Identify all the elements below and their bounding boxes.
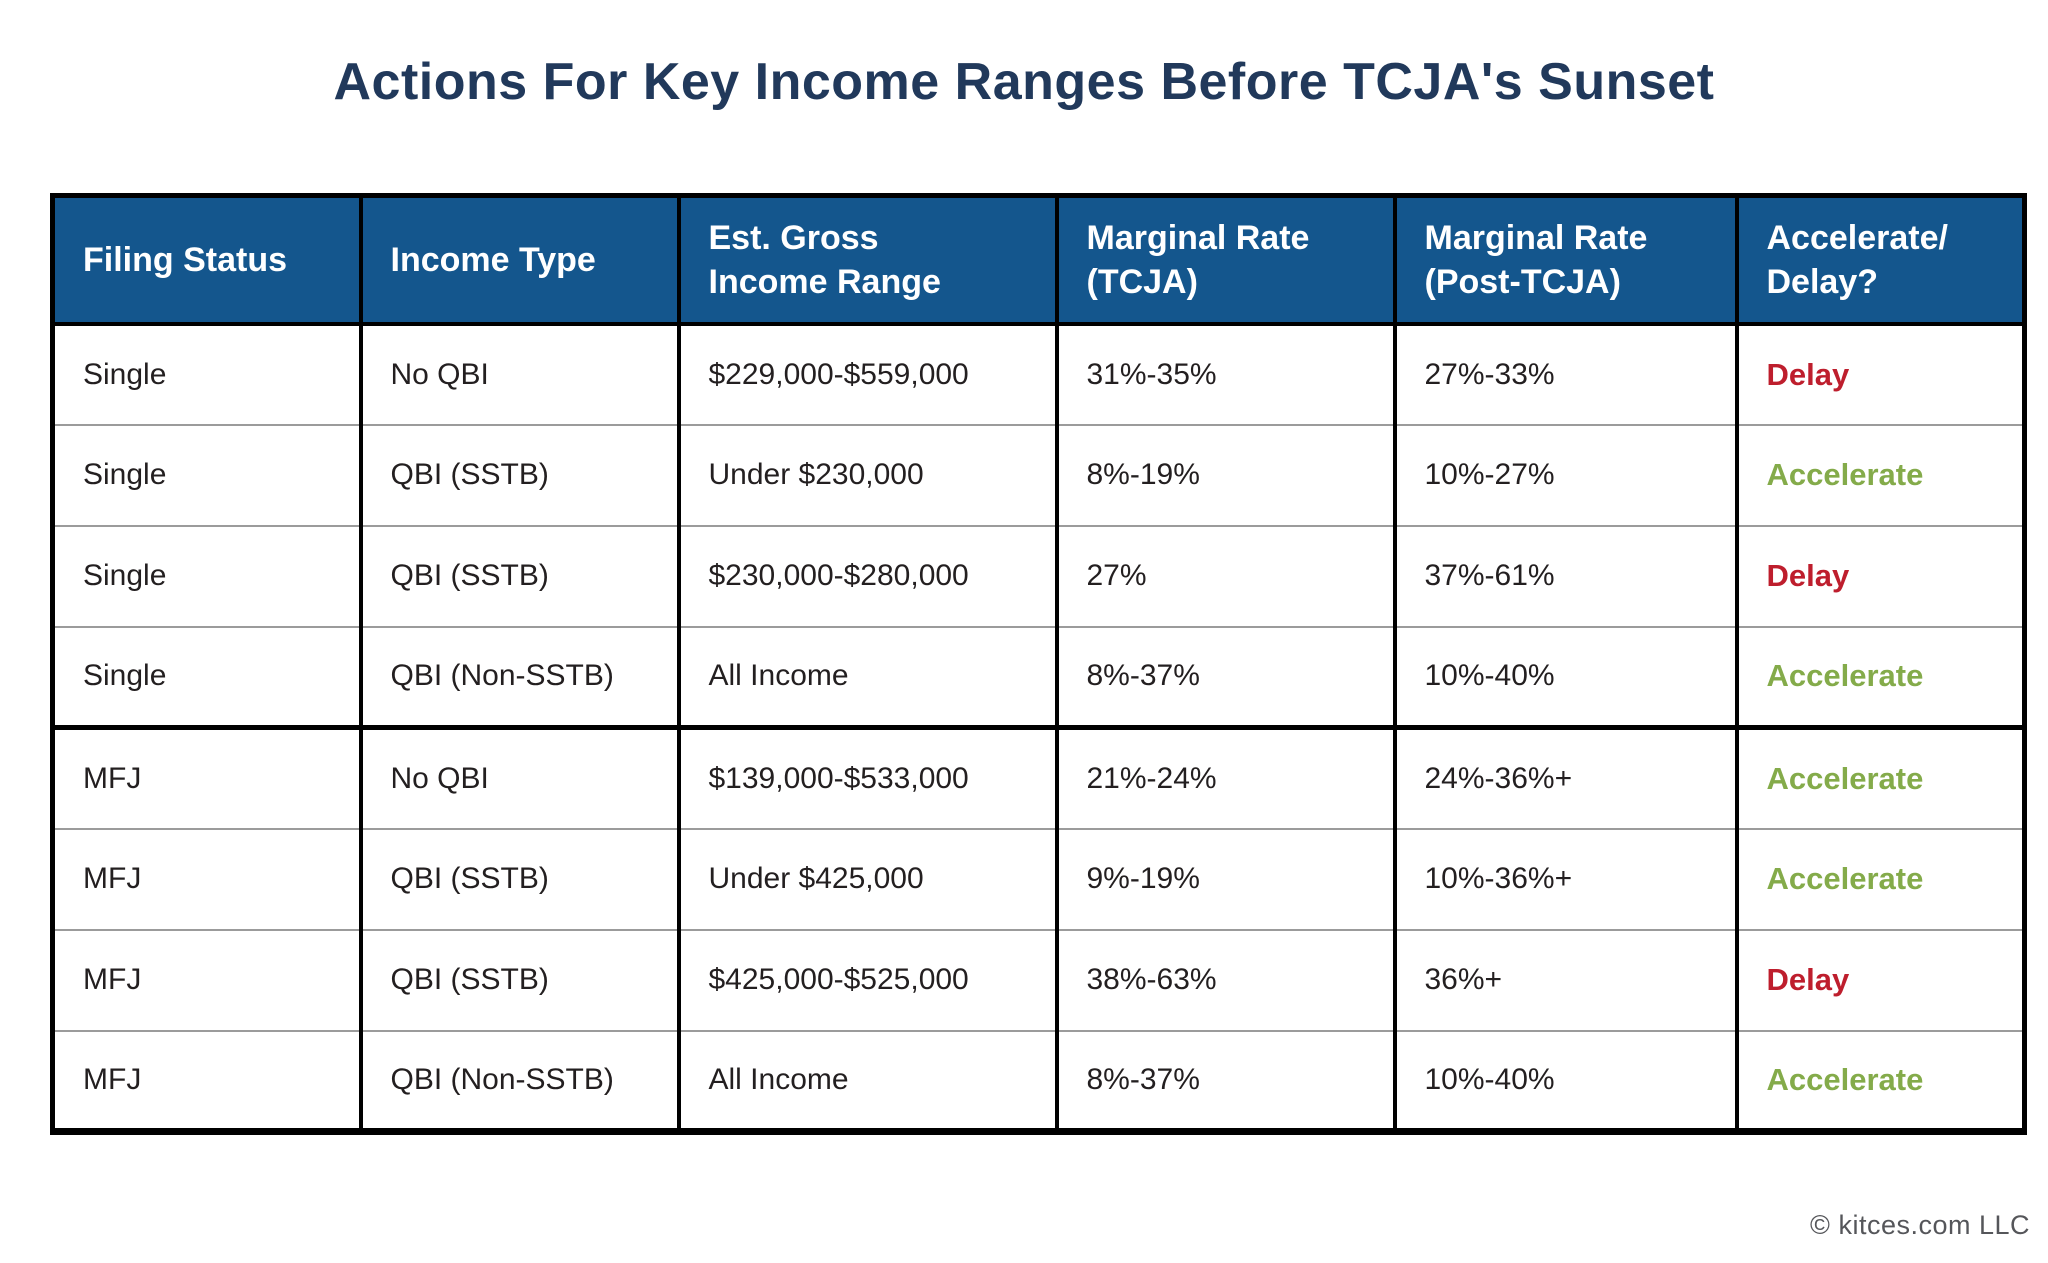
- cell-action: Delay: [1734, 322, 2025, 425]
- col-header-marginal-rate-tcja: Marginal Rate (TCJA): [1054, 195, 1395, 326]
- cell-filing-status: MFJ: [50, 1029, 361, 1132]
- cell-rate-post-tcja: 37%-61%: [1392, 524, 1737, 627]
- header-row: Filing Status Income Type Est. Gross Inc…: [50, 195, 2025, 326]
- cell-action: Accelerate: [1734, 423, 2025, 526]
- cell-filing-status: Single: [50, 625, 361, 728]
- cell-income-type: QBI (SSTB): [358, 928, 679, 1031]
- cell-action: Delay: [1734, 524, 2025, 627]
- cell-income-range: $229,000-$559,000: [676, 322, 1057, 425]
- cell-action: Accelerate: [1734, 1029, 2025, 1132]
- cell-rate-tcja: 8%-37%: [1054, 1029, 1395, 1132]
- cell-rate-tcja: 9%-19%: [1054, 827, 1395, 930]
- cell-income-range: $139,000-$533,000: [676, 725, 1057, 829]
- cell-action: Accelerate: [1734, 625, 2025, 728]
- cell-income-type: QBI (SSTB): [358, 524, 679, 627]
- cell-rate-post-tcja: 10%-40%: [1392, 625, 1737, 728]
- cell-rate-post-tcja: 36%+: [1392, 928, 1737, 1031]
- cell-rate-tcja: 8%-19%: [1054, 423, 1395, 526]
- cell-rate-tcja: 27%: [1054, 524, 1395, 627]
- cell-income-type: QBI (SSTB): [358, 827, 679, 930]
- cell-income-type: No QBI: [358, 322, 679, 425]
- cell-rate-tcja: 8%-37%: [1054, 625, 1395, 728]
- table-row-mfj-qbi-sstb-under: MFJ QBI (SSTB) Under $425,000 9%-19% 10%…: [50, 827, 2025, 930]
- cell-rate-post-tcja: 10%-27%: [1392, 423, 1737, 526]
- table-row-single-no-qbi: Single No QBI $229,000-$559,000 31%-35% …: [50, 322, 2025, 425]
- cell-rate-post-tcja: 10%-36%+: [1392, 827, 1737, 930]
- cell-action: Accelerate: [1734, 725, 2025, 829]
- table-row-single-qbi-sstb-under: Single QBI (SSTB) Under $230,000 8%-19% …: [50, 423, 2025, 526]
- cell-filing-status: MFJ: [50, 827, 361, 930]
- cell-income-range: Under $425,000: [676, 827, 1057, 930]
- cell-income-range: $425,000-$525,000: [676, 928, 1057, 1031]
- cell-rate-tcja: 38%-63%: [1054, 928, 1395, 1031]
- cell-rate-post-tcja: 10%-40%: [1392, 1029, 1737, 1132]
- page-title: Actions For Key Income Ranges Before TCJ…: [333, 53, 1715, 111]
- cell-action: Accelerate: [1734, 827, 2025, 930]
- table-row-single-qbi-sstb-range: Single QBI (SSTB) $230,000-$280,000 27% …: [50, 524, 2025, 627]
- cell-income-type: QBI (Non-SSTB): [358, 1029, 679, 1132]
- col-header-marginal-rate-post-tcja: Marginal Rate (Post-TCJA): [1392, 195, 1737, 326]
- cell-rate-tcja: 31%-35%: [1054, 322, 1395, 425]
- cell-rate-post-tcja: 27%-33%: [1392, 322, 1737, 425]
- cell-income-range: $230,000-$280,000: [676, 524, 1057, 627]
- table-row-mfj-no-qbi: MFJ No QBI $139,000-$533,000 21%-24% 24%…: [50, 725, 2025, 829]
- cell-filing-status: Single: [50, 423, 361, 526]
- cell-rate-tcja: 21%-24%: [1054, 725, 1395, 829]
- cell-income-range: All Income: [676, 1029, 1057, 1132]
- cell-income-type: QBI (SSTB): [358, 423, 679, 526]
- table-row-mfj-qbi-sstb-range: MFJ QBI (SSTB) $425,000-$525,000 38%-63%…: [50, 928, 2025, 1031]
- income-ranges-table: Filing Status Income Type Est. Gross Inc…: [50, 193, 2027, 1135]
- cell-income-type: No QBI: [358, 725, 679, 829]
- cell-income-range: All Income: [676, 625, 1057, 728]
- col-header-income-type: Income Type: [358, 195, 679, 326]
- table-row-mfj-qbi-non-sstb: MFJ QBI (Non-SSTB) All Income 8%-37% 10%…: [50, 1029, 2025, 1132]
- col-header-income-range: Est. Gross Income Range: [676, 195, 1057, 326]
- col-header-accelerate-delay: Accelerate/ Delay?: [1734, 195, 2025, 326]
- copyright-text: © kitces.com LLC: [1810, 1210, 2030, 1240]
- cell-action: Delay: [1734, 928, 2025, 1031]
- cell-income-range: Under $230,000: [676, 423, 1057, 526]
- cell-filing-status: MFJ: [50, 725, 361, 829]
- cell-rate-post-tcja: 24%-36%+: [1392, 725, 1737, 829]
- table-row-single-qbi-non-sstb: Single QBI (Non-SSTB) All Income 8%-37% …: [50, 625, 2025, 728]
- cell-filing-status: Single: [50, 524, 361, 627]
- cell-filing-status: MFJ: [50, 928, 361, 1031]
- col-header-filing-status: Filing Status: [50, 195, 361, 326]
- cell-income-type: QBI (Non-SSTB): [358, 625, 679, 728]
- cell-filing-status: Single: [50, 322, 361, 425]
